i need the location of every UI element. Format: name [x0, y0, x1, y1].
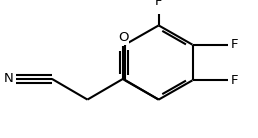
Text: N: N — [4, 72, 14, 85]
Text: F: F — [155, 0, 163, 8]
Text: O: O — [118, 31, 128, 44]
Text: F: F — [230, 38, 238, 51]
Text: F: F — [230, 74, 238, 87]
